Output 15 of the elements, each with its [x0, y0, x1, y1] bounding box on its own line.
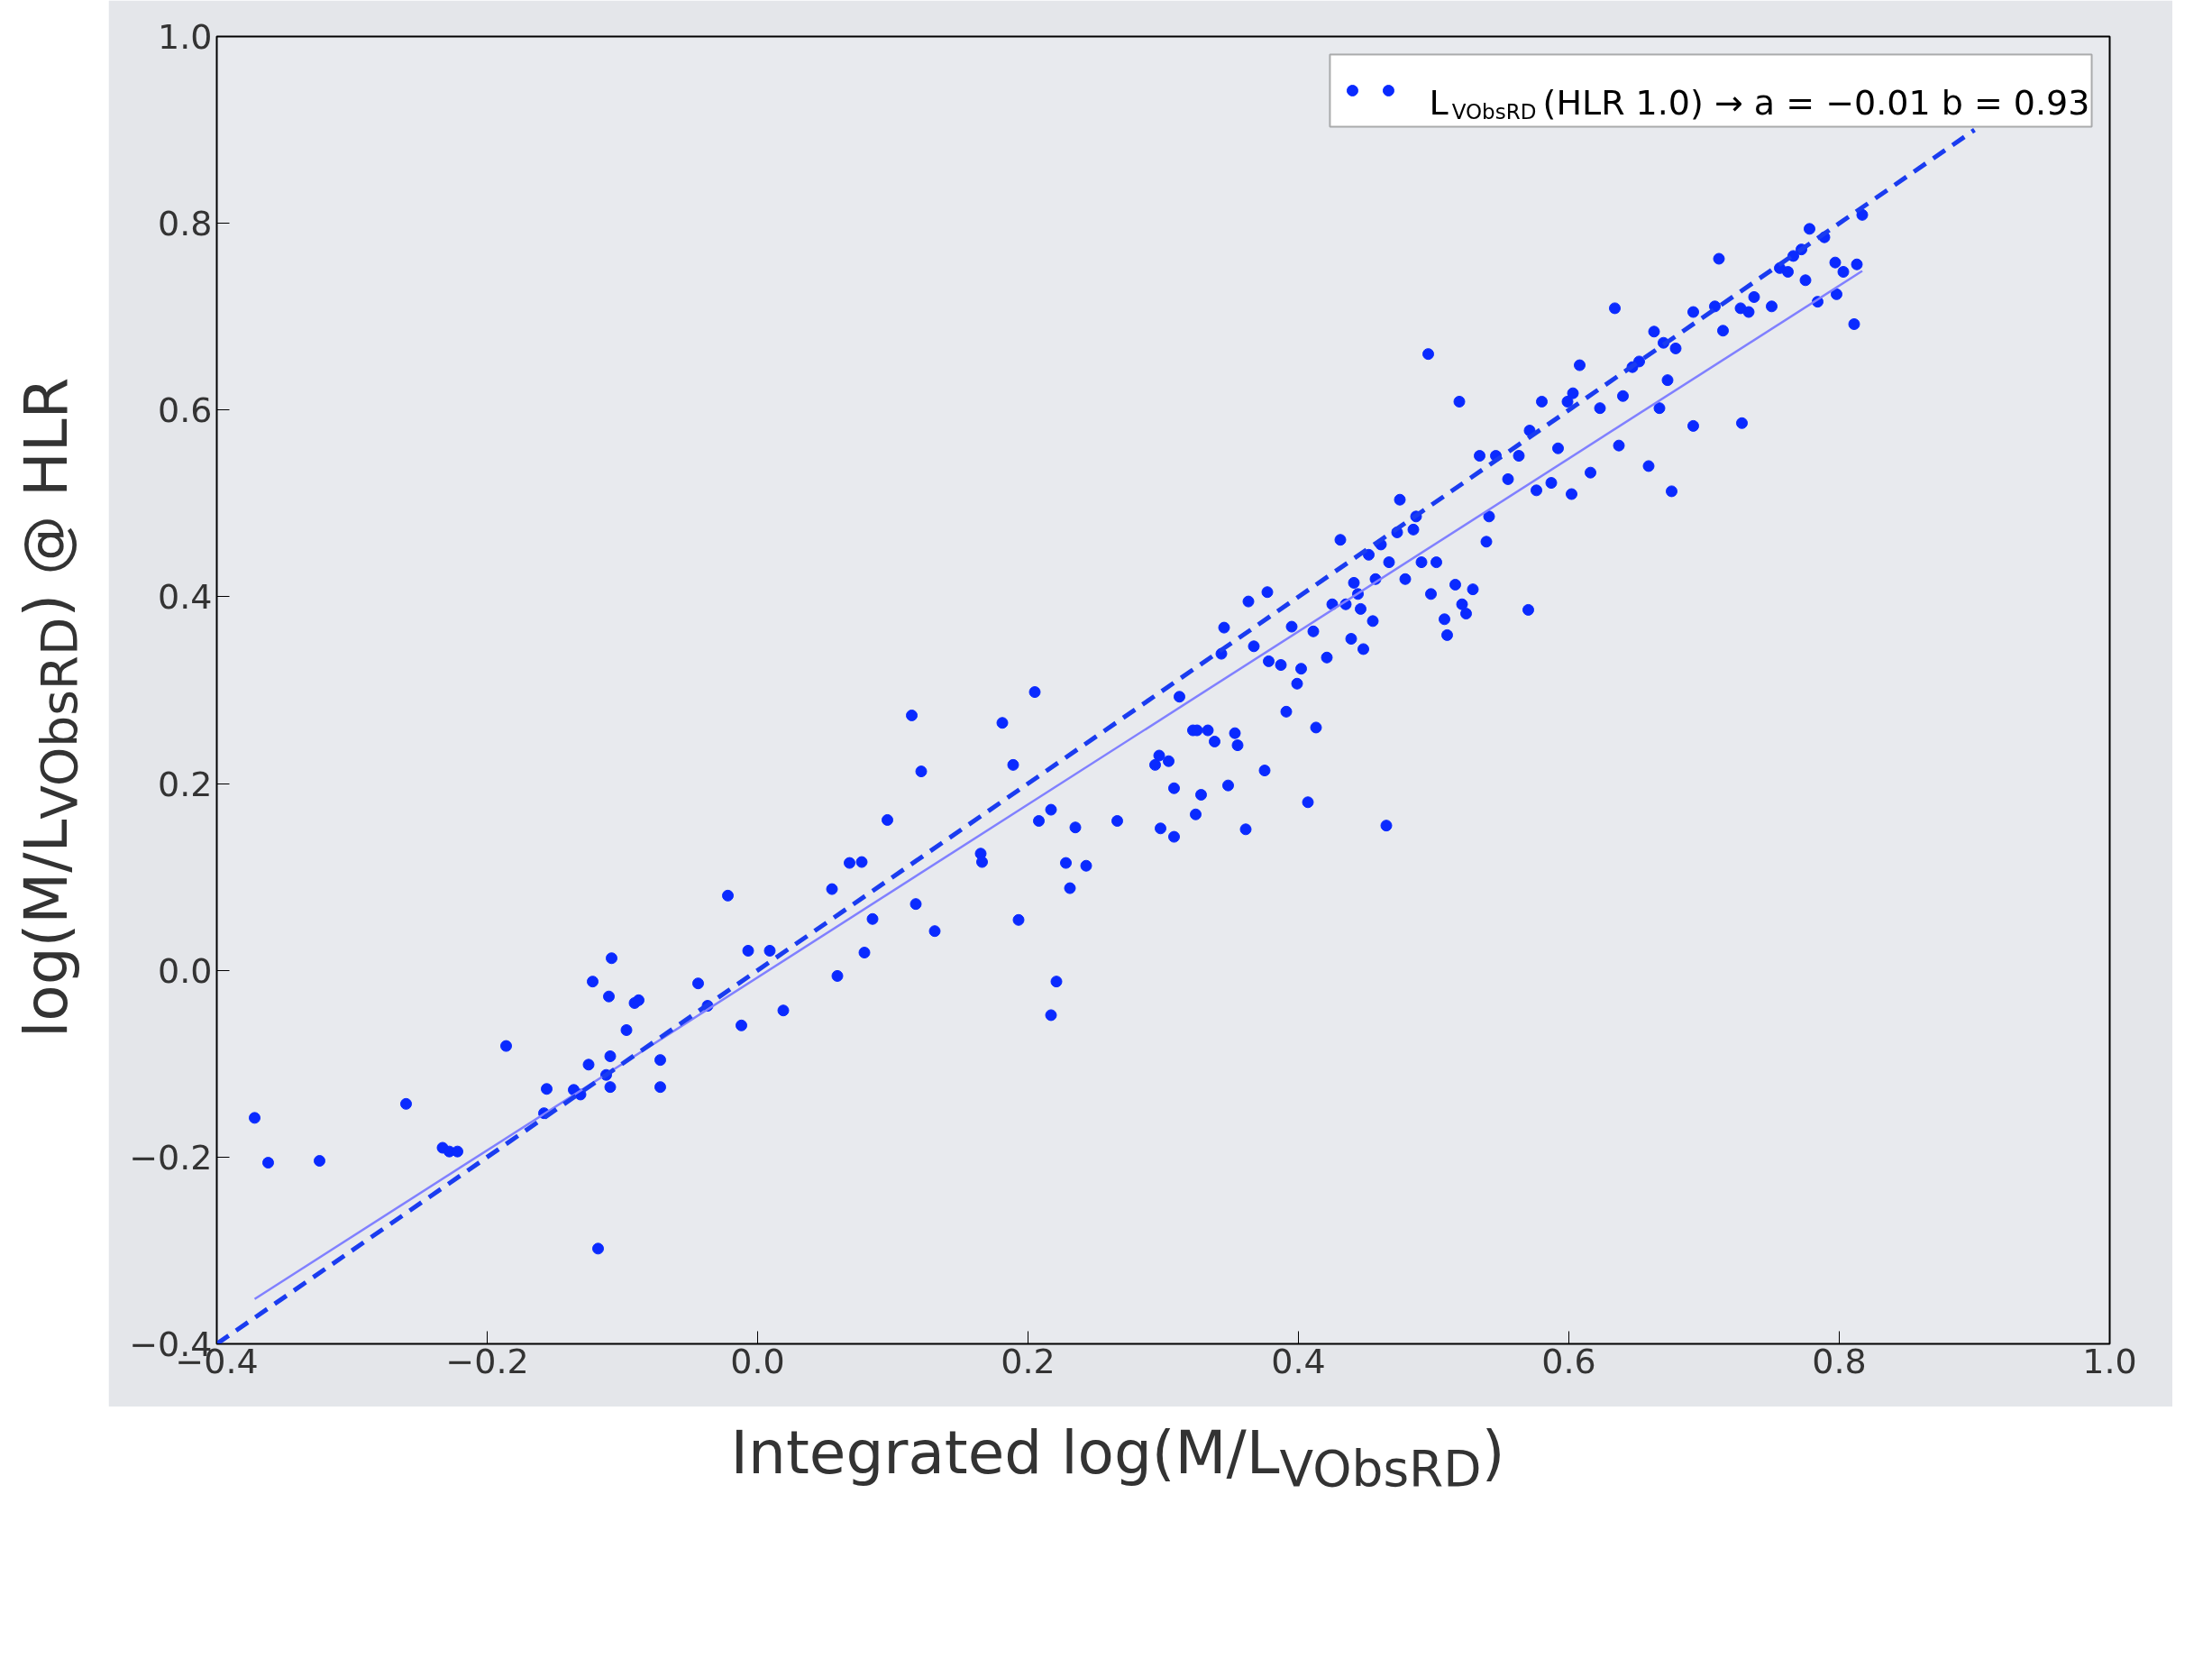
- y-tick-label: 0.6: [158, 390, 213, 431]
- y-tick-label: 1.0: [158, 17, 213, 57]
- x-tick-label: 0.4: [1271, 1341, 1326, 1381]
- x-tick-label: 0.2: [1001, 1341, 1056, 1381]
- y-tick-label: 0.8: [158, 204, 213, 244]
- y-tick-label: 0.0: [158, 950, 213, 991]
- y-tick-label: 0.2: [158, 764, 213, 804]
- x-tick-label: 0.8: [1812, 1341, 1867, 1381]
- x-tick-label: 0.0: [730, 1341, 785, 1381]
- x-tick-label: −0.2: [445, 1341, 529, 1381]
- x-axis-title: Integrated log(M/L$_{VObsRD}$): [730, 1417, 1505, 1500]
- x-tick-label: 1.0: [2082, 1341, 2137, 1381]
- x-tick-label: 0.6: [1541, 1341, 1596, 1381]
- y-tick-label: 0.4: [158, 577, 213, 618]
- y-tick-label: −0.2: [129, 1137, 213, 1178]
